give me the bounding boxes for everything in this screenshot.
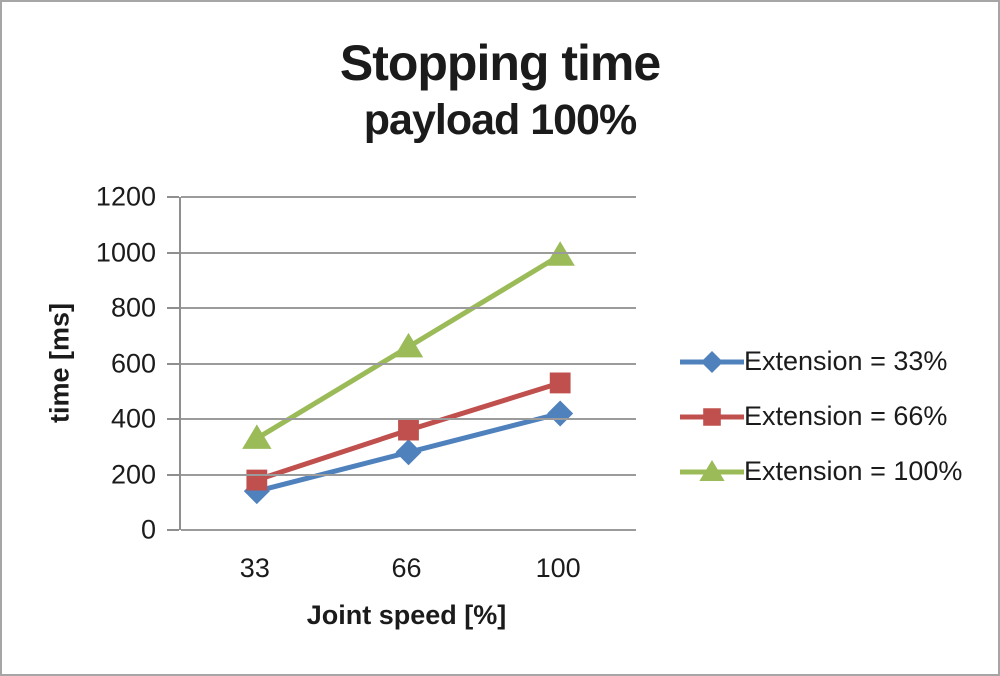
x-tick-label: 66 [391, 553, 422, 583]
y-axis-title: time [ms] [44, 302, 75, 424]
gridline [181, 418, 636, 420]
series-1-marker-square [398, 419, 419, 441]
legend-item-1: Extension = 66% [680, 389, 962, 444]
series-1-marker-square [549, 372, 571, 394]
y-axis-tickmark [167, 418, 179, 420]
y-tick-label: 1000 [95, 237, 156, 267]
legend-item-2: Extension = 100% [680, 444, 962, 499]
legend-marker-triangle-icon [680, 459, 744, 481]
gridline [181, 251, 636, 254]
legend-label: Extension = 33% [744, 346, 948, 376]
y-axis-tickmark [167, 251, 179, 254]
legend-label: Extension = 66% [744, 401, 948, 431]
y-axis-tickmark [167, 196, 179, 198]
series-2-marker-triangle [393, 332, 424, 358]
x-axis-title: Joint speed [%] [306, 600, 507, 630]
y-axis-tickmark [167, 473, 179, 476]
x-tick-label: 33 [239, 553, 270, 583]
y-tick-label: 1200 [95, 181, 156, 212]
series-2-marker-triangle [545, 241, 575, 266]
y-axis-tickmark [167, 307, 179, 309]
legend: Extension = 33% Extension = 66% Extension … [680, 334, 962, 499]
chart-subtitle: payload 100% [363, 96, 637, 144]
series-0-marker-diamond [243, 478, 270, 505]
gridline [181, 473, 636, 476]
legend-label: Extension = 100% [744, 456, 963, 486]
y-tick-label: 800 [110, 292, 156, 323]
y-tick-label: 600 [110, 348, 156, 378]
legend-marker-square-icon [680, 407, 744, 426]
legend-marker-diamond-icon [680, 350, 744, 373]
y-tick-label: 200 [110, 459, 156, 489]
x-tick-label: 100 [535, 553, 581, 583]
y-axis-tickmark [167, 529, 179, 531]
y-tick-label: 0 [140, 514, 156, 545]
gridline [181, 362, 636, 365]
gridline [181, 529, 636, 531]
y-axis-tickmark [167, 362, 179, 365]
y-tick-label: 400 [110, 403, 156, 434]
gridline [181, 307, 636, 309]
series-0-marker-diamond [547, 400, 574, 427]
chart-title: Stopping time [339, 35, 661, 91]
series-2-marker-triangle [242, 424, 272, 449]
series-0-marker-diamond [395, 439, 422, 466]
plot-area [179, 196, 636, 531]
gridline [181, 196, 636, 198]
legend-item-0: Extension = 33% [680, 334, 962, 389]
